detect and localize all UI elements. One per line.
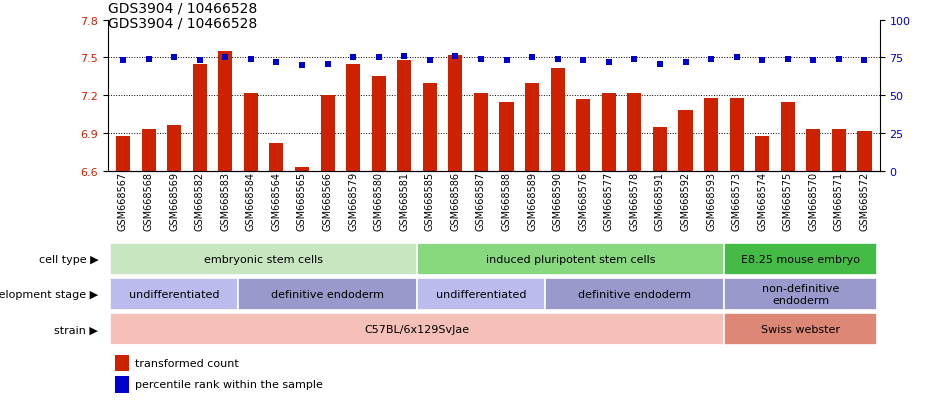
Text: GSM668572: GSM668572 bbox=[859, 171, 870, 230]
Text: strain ▶: strain ▶ bbox=[54, 324, 98, 335]
Text: development stage ▶: development stage ▶ bbox=[0, 289, 98, 299]
Bar bbox=[627, 93, 641, 171]
Bar bbox=[417, 243, 724, 275]
Text: undifferentiated: undifferentiated bbox=[435, 289, 526, 299]
Text: GSM668590: GSM668590 bbox=[552, 171, 563, 230]
Bar bbox=[781, 102, 795, 171]
Text: non-definitive
endoderm: non-definitive endoderm bbox=[762, 283, 840, 305]
Bar bbox=[448, 56, 462, 171]
Text: GSM668573: GSM668573 bbox=[732, 171, 741, 230]
Bar bbox=[806, 130, 820, 171]
Bar bbox=[755, 136, 769, 171]
Bar bbox=[724, 278, 877, 311]
Bar bbox=[525, 83, 539, 171]
Text: GSM668574: GSM668574 bbox=[757, 171, 768, 230]
Text: GSM668578: GSM668578 bbox=[629, 171, 639, 230]
Bar bbox=[679, 111, 693, 171]
Text: GDS3904 / 10466528: GDS3904 / 10466528 bbox=[108, 17, 256, 31]
Bar bbox=[832, 130, 846, 171]
Bar bbox=[110, 313, 724, 346]
Bar bbox=[243, 93, 257, 171]
Text: GSM668570: GSM668570 bbox=[809, 171, 818, 230]
Text: cell type ▶: cell type ▶ bbox=[38, 254, 98, 264]
Bar bbox=[115, 355, 129, 371]
Text: undifferentiated: undifferentiated bbox=[129, 289, 219, 299]
Bar bbox=[724, 243, 877, 275]
Bar bbox=[730, 99, 744, 171]
Text: Swiss webster: Swiss webster bbox=[761, 324, 841, 335]
Bar bbox=[193, 64, 207, 171]
Bar bbox=[602, 93, 616, 171]
Bar bbox=[857, 131, 871, 171]
Bar bbox=[417, 278, 545, 311]
Text: GSM668567: GSM668567 bbox=[118, 171, 128, 230]
Text: transformed count: transformed count bbox=[135, 358, 239, 368]
Text: GSM668565: GSM668565 bbox=[297, 171, 307, 230]
Text: GSM668583: GSM668583 bbox=[220, 171, 230, 230]
Text: GSM668580: GSM668580 bbox=[373, 171, 384, 230]
Bar bbox=[653, 128, 667, 171]
Bar bbox=[423, 83, 437, 171]
Text: GDS3904 / 10466528: GDS3904 / 10466528 bbox=[108, 1, 256, 15]
Bar bbox=[320, 96, 334, 171]
Text: percentile rank within the sample: percentile rank within the sample bbox=[135, 380, 323, 389]
Bar bbox=[110, 278, 238, 311]
Bar bbox=[295, 168, 309, 171]
Text: GSM668585: GSM668585 bbox=[425, 171, 435, 230]
Text: induced pluripotent stem cells: induced pluripotent stem cells bbox=[486, 254, 655, 264]
Text: GSM668589: GSM668589 bbox=[527, 171, 537, 230]
Text: GSM668579: GSM668579 bbox=[348, 171, 358, 230]
Text: GSM668586: GSM668586 bbox=[450, 171, 461, 230]
Text: GSM668564: GSM668564 bbox=[271, 171, 282, 230]
Text: GSM668569: GSM668569 bbox=[169, 171, 179, 230]
Text: GSM668566: GSM668566 bbox=[323, 171, 332, 230]
Bar bbox=[397, 61, 411, 171]
Bar bbox=[346, 64, 360, 171]
Text: GSM668571: GSM668571 bbox=[834, 171, 844, 230]
Bar bbox=[115, 377, 129, 392]
Text: E8.25 mouse embryo: E8.25 mouse embryo bbox=[741, 254, 860, 264]
Text: GSM668576: GSM668576 bbox=[578, 171, 588, 230]
Bar bbox=[545, 278, 724, 311]
Bar bbox=[141, 130, 155, 171]
Text: GSM668593: GSM668593 bbox=[706, 171, 716, 230]
Text: GSM668577: GSM668577 bbox=[604, 171, 614, 230]
Bar bbox=[550, 69, 564, 171]
Bar bbox=[270, 144, 284, 171]
Text: embryonic stem cells: embryonic stem cells bbox=[204, 254, 323, 264]
Text: GSM668575: GSM668575 bbox=[782, 171, 793, 230]
Bar bbox=[500, 102, 514, 171]
Text: GSM668568: GSM668568 bbox=[143, 171, 154, 230]
Text: definitive endoderm: definitive endoderm bbox=[578, 289, 691, 299]
Bar bbox=[168, 126, 182, 171]
Bar bbox=[704, 99, 718, 171]
Bar bbox=[110, 243, 417, 275]
Text: GSM668587: GSM668587 bbox=[475, 171, 486, 230]
Text: GSM668591: GSM668591 bbox=[655, 171, 665, 230]
Text: GSM668582: GSM668582 bbox=[195, 171, 205, 230]
Bar bbox=[116, 136, 130, 171]
Bar bbox=[724, 313, 877, 346]
Bar bbox=[218, 52, 232, 171]
Text: GSM668588: GSM668588 bbox=[502, 171, 512, 230]
Bar bbox=[238, 278, 417, 311]
Bar bbox=[474, 93, 488, 171]
Bar bbox=[372, 77, 386, 171]
Text: GSM668584: GSM668584 bbox=[246, 171, 256, 230]
Text: GSM668592: GSM668592 bbox=[680, 171, 691, 230]
Bar bbox=[577, 100, 591, 171]
Text: GSM668581: GSM668581 bbox=[400, 171, 409, 230]
Text: definitive endoderm: definitive endoderm bbox=[271, 289, 384, 299]
Text: C57BL/6x129SvJae: C57BL/6x129SvJae bbox=[364, 324, 470, 335]
